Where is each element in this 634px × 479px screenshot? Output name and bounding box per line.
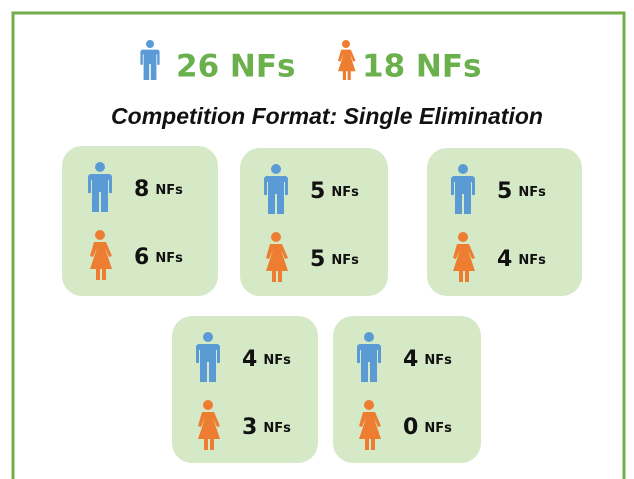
head <box>203 332 213 342</box>
count: 5 <box>497 179 512 204</box>
count: 3 <box>242 415 257 440</box>
female-count: 5 NFs <box>310 247 359 272</box>
subtitle: Competition Format: Single Elimination <box>111 103 543 129</box>
head <box>458 164 468 174</box>
male-icon <box>140 40 160 80</box>
body <box>359 412 381 450</box>
unit: NFs <box>518 185 546 200</box>
group-box <box>333 316 481 463</box>
female-count: 3 NFs <box>242 415 291 440</box>
female-icon <box>266 232 288 282</box>
head <box>95 162 105 172</box>
female-total: 18 NFs <box>362 49 482 85</box>
head <box>342 40 350 48</box>
female-count: 6 NFs <box>134 245 183 270</box>
head <box>271 232 281 242</box>
female-icon <box>359 400 381 450</box>
count: 8 <box>134 177 149 202</box>
unit: NFs <box>263 421 291 436</box>
body <box>264 176 288 214</box>
male-count: 5 NFs <box>310 179 359 204</box>
head <box>458 232 468 242</box>
body <box>338 49 356 80</box>
group-box <box>62 146 218 296</box>
male-icon <box>88 162 112 212</box>
male-count: 8 NFs <box>134 177 183 202</box>
body <box>198 412 220 450</box>
female-icon <box>453 232 475 282</box>
body <box>357 344 381 382</box>
head <box>364 332 374 342</box>
female-icon <box>198 400 220 450</box>
count: 6 <box>134 245 149 270</box>
group-box <box>172 316 318 463</box>
frame <box>11 11 626 479</box>
head <box>203 400 213 410</box>
unit: NFs <box>424 421 452 436</box>
unit: NFs <box>155 251 183 266</box>
body <box>90 242 112 280</box>
body <box>196 344 220 382</box>
unit: NFs <box>518 253 546 268</box>
male-icon <box>196 332 220 382</box>
male-icon <box>357 332 381 382</box>
head <box>95 230 105 240</box>
count: 0 <box>403 415 418 440</box>
male-count: 4 NFs <box>242 347 291 372</box>
unit: NFs <box>155 183 183 198</box>
head <box>364 400 374 410</box>
female-icon <box>90 230 112 280</box>
male-count: 5 NFs <box>497 179 546 204</box>
male-icon <box>451 164 475 214</box>
count: 5 <box>310 247 325 272</box>
unit: NFs <box>331 253 359 268</box>
female-count: 4 NFs <box>497 247 546 272</box>
body <box>451 176 475 214</box>
head <box>146 40 154 48</box>
unit: NFs <box>331 185 359 200</box>
body <box>140 49 160 80</box>
count: 4 <box>497 247 512 272</box>
male-total: 26 NFs <box>176 49 296 85</box>
unit: NFs <box>263 353 291 368</box>
body <box>453 244 475 282</box>
group-box <box>427 148 582 296</box>
female-count: 0 NFs <box>403 415 452 440</box>
unit: NFs <box>424 353 452 368</box>
count: 4 <box>242 347 257 372</box>
male-count: 4 NFs <box>403 347 452 372</box>
group-box <box>240 148 388 296</box>
female-icon <box>338 40 356 80</box>
count: 5 <box>310 179 325 204</box>
count: 4 <box>403 347 418 372</box>
male-icon <box>264 164 288 214</box>
body <box>88 174 112 212</box>
body <box>266 244 288 282</box>
head <box>271 164 281 174</box>
